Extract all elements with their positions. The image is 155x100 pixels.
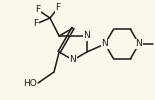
Text: N: N	[102, 40, 108, 48]
Text: N: N	[84, 32, 90, 40]
Text: F: F	[35, 6, 41, 14]
Text: HO: HO	[23, 78, 37, 88]
Text: N: N	[136, 40, 142, 48]
Text: F: F	[55, 4, 61, 12]
Text: N: N	[70, 56, 76, 64]
Text: F: F	[33, 20, 39, 28]
